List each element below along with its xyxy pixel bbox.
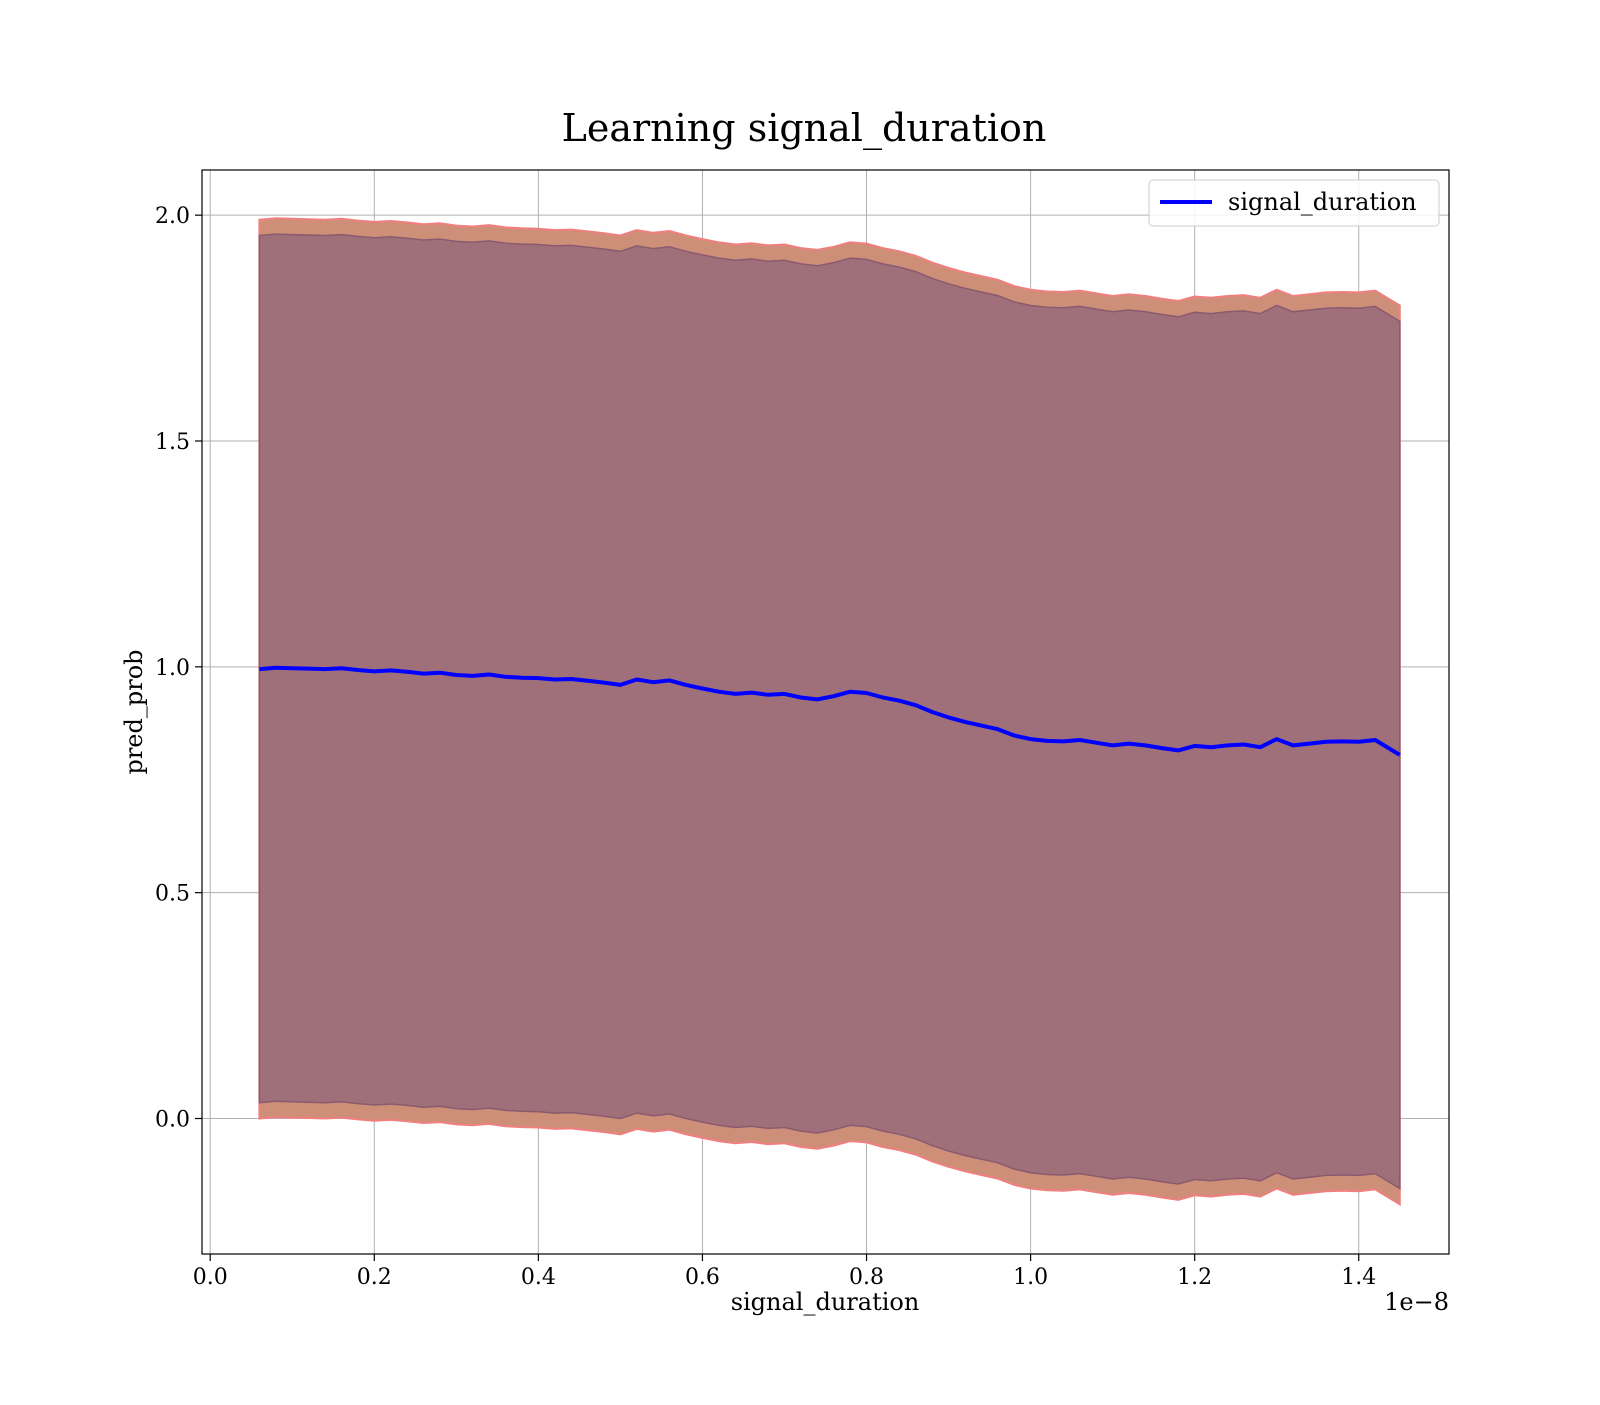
y-axis-label: pred_prob [120,649,148,774]
chart-title: Learning signal_duration [562,106,1047,151]
legend-label: signal_duration [1228,188,1417,216]
line-layer [259,665,1401,757]
x-tick-label: 0.2 [357,1265,392,1290]
series-line-signal-duration [259,665,1401,757]
x-tick-label: 0.6 [685,1265,720,1290]
inner-confidence-band [258,233,1401,1190]
plot-area [201,169,1450,1255]
x-axis-offset-text: 1e−8 [1384,1288,1449,1316]
y-tick-label: 1.0 [155,656,190,681]
x-tick-label: 1.2 [1177,1265,1212,1290]
x-tick-label: 0.8 [849,1265,884,1290]
y-tick-label: 1.5 [155,430,190,455]
legend: signal_duration [1148,179,1440,227]
y-tick-label: 2.0 [155,204,190,229]
y-axis: 0.0 0.5 1.0 1.5 2.0 [155,204,202,1133]
x-tick-label: 1.4 [1341,1265,1376,1290]
y-tick-label: 0.0 [155,1108,190,1133]
band-layer [258,217,1401,1207]
x-axis: 0.0 0.2 0.4 0.6 0.8 1.0 1.2 1.4 [193,1254,1376,1290]
x-tick-label: 0.0 [193,1265,228,1290]
x-tick-label: 0.4 [521,1265,556,1290]
legend-box [1148,179,1440,227]
y-tick-label: 0.5 [155,882,190,907]
x-axis-label: signal_duration [731,1288,920,1316]
plot-frame [201,169,1450,1255]
x-tick-label: 1.0 [1013,1265,1048,1290]
